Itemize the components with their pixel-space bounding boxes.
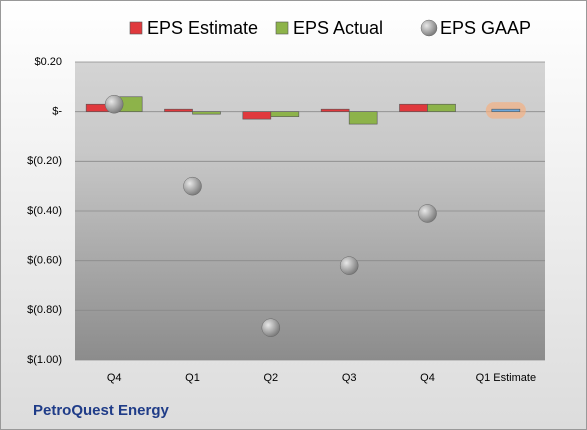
legend-label: EPS Estimate xyxy=(147,18,258,38)
bar xyxy=(491,108,521,112)
bar xyxy=(192,111,221,115)
bar xyxy=(164,108,193,112)
gaap-point xyxy=(183,176,202,196)
x-tick-label: Q1 xyxy=(185,372,200,384)
x-tick-label: Q3 xyxy=(342,372,357,384)
legend-label: EPS Actual xyxy=(293,18,383,38)
legend-icon xyxy=(420,19,438,37)
bar xyxy=(399,103,428,112)
y-tick-label: $(0.40) xyxy=(27,205,62,217)
x-tick-label: Q2 xyxy=(263,372,278,384)
y-tick-label: $0.20 xyxy=(34,56,62,68)
gaap-point xyxy=(339,256,359,275)
bar xyxy=(348,111,378,125)
gaap-point xyxy=(104,94,124,114)
gaap-point xyxy=(418,204,437,223)
y-tick-label: $- xyxy=(52,106,62,118)
y-tick-label: $(1.00) xyxy=(27,354,62,366)
gaap-point xyxy=(261,318,281,337)
legend-icon xyxy=(275,21,289,35)
legend-label: EPS GAAP xyxy=(440,18,531,38)
x-tick-label: Q1 Estimate xyxy=(476,372,537,384)
y-tick-label: $(0.60) xyxy=(27,255,62,267)
bar xyxy=(427,103,456,112)
x-tick-label: Q4 xyxy=(107,372,122,384)
y-tick-label: $(0.20) xyxy=(27,155,62,167)
y-tick-label: $(0.80) xyxy=(27,304,62,316)
bar xyxy=(242,111,272,120)
footer: PetroQuest Energy xyxy=(33,402,170,419)
x-tick-label: Q4 xyxy=(420,372,435,384)
bar xyxy=(320,108,350,112)
bar xyxy=(270,111,300,117)
legend-icon xyxy=(129,21,143,35)
